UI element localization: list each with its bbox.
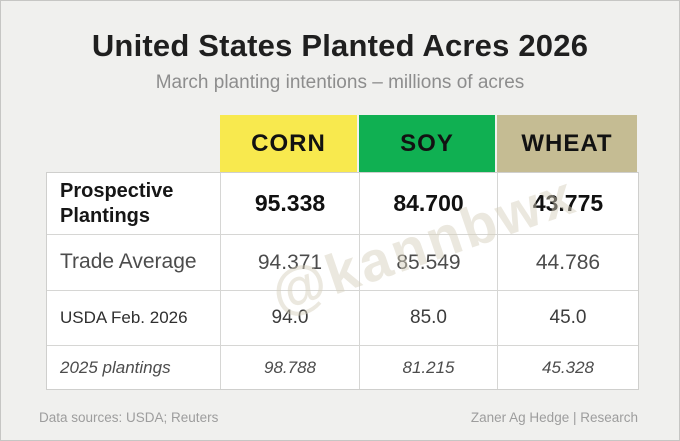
table-row-prospective-plantings: Prospective Plantings 95.338 84.700 43.7… [47,173,638,235]
row-label: 2025 plantings [47,346,221,389]
table-row-2025-plantings: 2025 plantings 98.788 81.215 45.328 [47,346,638,389]
cell-soy: 85.549 [360,235,498,290]
data-sources-credit: Data sources: USDA; Reuters [39,410,219,425]
cell-corn: 94.371 [221,235,360,290]
data-table: Prospective Plantings 95.338 84.700 43.7… [46,172,639,390]
cell-soy: 81.215 [360,346,498,389]
column-header-soy: SOY [359,115,497,172]
cell-wheat: 43.775 [532,190,604,216]
column-header-wheat: WHEAT [497,115,637,172]
cell-soy: 85.0 [360,291,498,345]
page-subtitle: March planting intentions – millions of … [155,72,525,93]
cell-soy: 84.700 [360,173,498,234]
page-title: United States Planted Acres 2026 [91,28,589,63]
row-label: Trade Average [47,235,221,290]
cell-wheat: 44.786 [535,250,601,274]
table-row-usda-feb-2026: USDA Feb. 2026 94.0 85.0 45.0 [47,291,638,346]
cell-corn: 95.338 [221,173,360,234]
column-header-corn: CORN [220,115,359,172]
research-credit: Zaner Ag Hedge | Research [470,410,638,425]
row-label: USDA Feb. 2026 [47,291,221,345]
cell-corn: 94.0 [221,291,360,345]
cell-wheat: 45.0 [549,307,587,328]
row-label: Prospective Plantings [47,173,221,234]
table-row-trade-average: Trade Average 94.371 85.549 44.786 [47,235,638,291]
table-header-row: CORN SOY WHEAT [46,115,637,172]
cell-corn: 98.788 [221,346,360,389]
cell-wheat: 45.328 [542,357,594,377]
header-spacer [46,115,220,172]
